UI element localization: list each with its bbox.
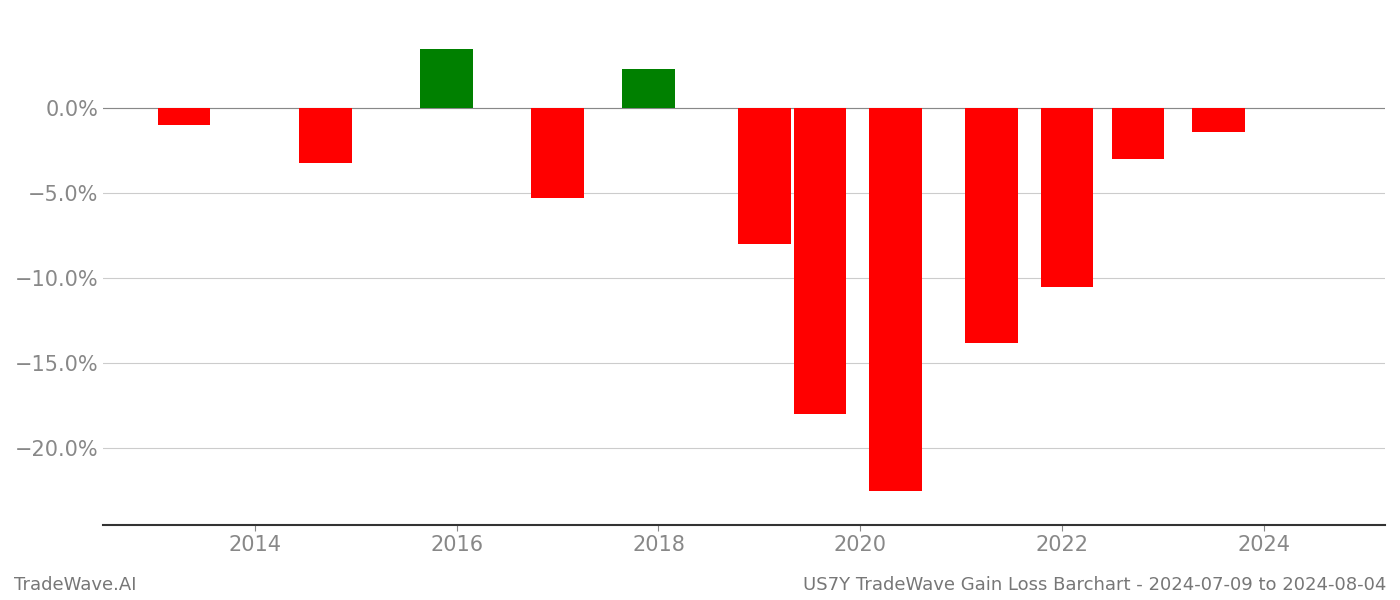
Bar [1193,109,1245,132]
Bar [794,109,846,414]
Bar [1112,109,1163,160]
Bar [738,109,791,244]
Bar [532,109,584,199]
Bar [965,109,1018,343]
Text: TradeWave.AI: TradeWave.AI [14,576,137,594]
Bar [1042,109,1093,287]
Bar [869,109,921,491]
Text: US7Y TradeWave Gain Loss Barchart - 2024-07-09 to 2024-08-04: US7Y TradeWave Gain Loss Barchart - 2024… [802,576,1386,594]
Bar [300,109,351,163]
Bar [158,109,210,125]
Bar [622,70,675,109]
Bar [420,49,473,109]
